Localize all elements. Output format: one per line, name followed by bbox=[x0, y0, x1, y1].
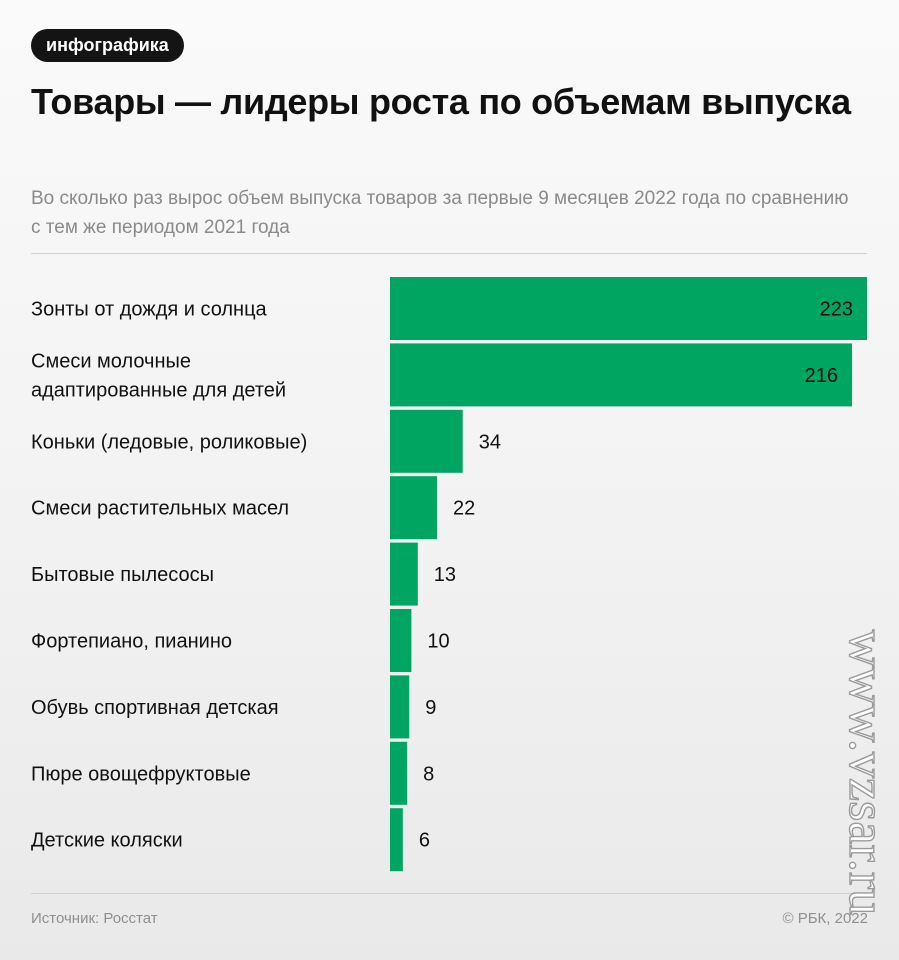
bar-3 bbox=[390, 476, 438, 540]
chart-subtitle: Во сколько раз вырос объем выпуска товар… bbox=[31, 188, 849, 238]
category-label-line: адаптированные для детей bbox=[31, 379, 286, 401]
bar-4 bbox=[390, 542, 418, 606]
category-label-line: Зонты от дождя и солнца bbox=[31, 299, 268, 321]
bar-7 bbox=[390, 741, 408, 805]
bar-2 bbox=[390, 409, 463, 473]
category-label-line: Смеси молочные bbox=[31, 350, 191, 372]
category-label-line: Пюре овощефруктовые bbox=[31, 763, 251, 785]
category-label-0: Зонты от дождя и солнца bbox=[31, 299, 268, 321]
value-label-8: 6 bbox=[419, 830, 430, 852]
value-label-0: 223 bbox=[820, 299, 853, 321]
category-label-line: Бытовые пылесосы bbox=[31, 564, 214, 586]
category-label-5: Фортепиано, пианино bbox=[31, 631, 232, 653]
value-label-4: 13 bbox=[434, 564, 456, 586]
copyright-note: © РБК, 2022 bbox=[782, 910, 868, 927]
category-label-2: Коньки (ледовые, роликовые) bbox=[31, 431, 307, 453]
category-label-line: Фортепиано, пианино bbox=[31, 631, 232, 653]
value-label-5: 10 bbox=[427, 631, 449, 653]
category-label-8: Детские коляски bbox=[31, 830, 183, 852]
value-label-3: 22 bbox=[453, 498, 475, 520]
watermark-text: www.vzsar.ru bbox=[838, 629, 896, 916]
chart-title: Товары — лидеры роста по объемам выпуска bbox=[31, 81, 851, 122]
category-label-3: Смеси растительных масел bbox=[31, 498, 289, 520]
value-label-2: 34 bbox=[479, 431, 501, 453]
value-label-7: 8 bbox=[423, 763, 434, 785]
source-note: Источник: Росстат bbox=[31, 910, 158, 927]
value-label-6: 9 bbox=[425, 697, 436, 719]
bar-8 bbox=[390, 808, 403, 872]
category-label-line: Смеси растительных масел bbox=[31, 498, 289, 520]
category-label-1: Смеси молочные адаптированные для детей bbox=[31, 350, 286, 401]
bottom-divider bbox=[31, 893, 867, 894]
category-label-4: Бытовые пылесосы bbox=[31, 564, 214, 586]
value-label-1: 216 bbox=[805, 365, 838, 387]
category-label-line: Обувь спортивная детская bbox=[31, 697, 279, 719]
bar-1 bbox=[390, 343, 853, 407]
top-divider bbox=[31, 253, 867, 254]
category-label-line: Коньки (ледовые, роликовые) bbox=[31, 431, 307, 453]
bar-6 bbox=[390, 675, 410, 739]
watermark: www.vzsar.ru bbox=[838, 600, 896, 945]
bar-0 bbox=[390, 277, 867, 340]
category-label-7: Пюре овощефруктовые bbox=[31, 763, 251, 785]
infographic-tag: инфографика bbox=[31, 29, 184, 62]
bar-5 bbox=[390, 609, 412, 672]
category-label-6: Обувь спортивная детская bbox=[31, 697, 279, 719]
category-label-line: Детские коляски bbox=[31, 830, 183, 852]
